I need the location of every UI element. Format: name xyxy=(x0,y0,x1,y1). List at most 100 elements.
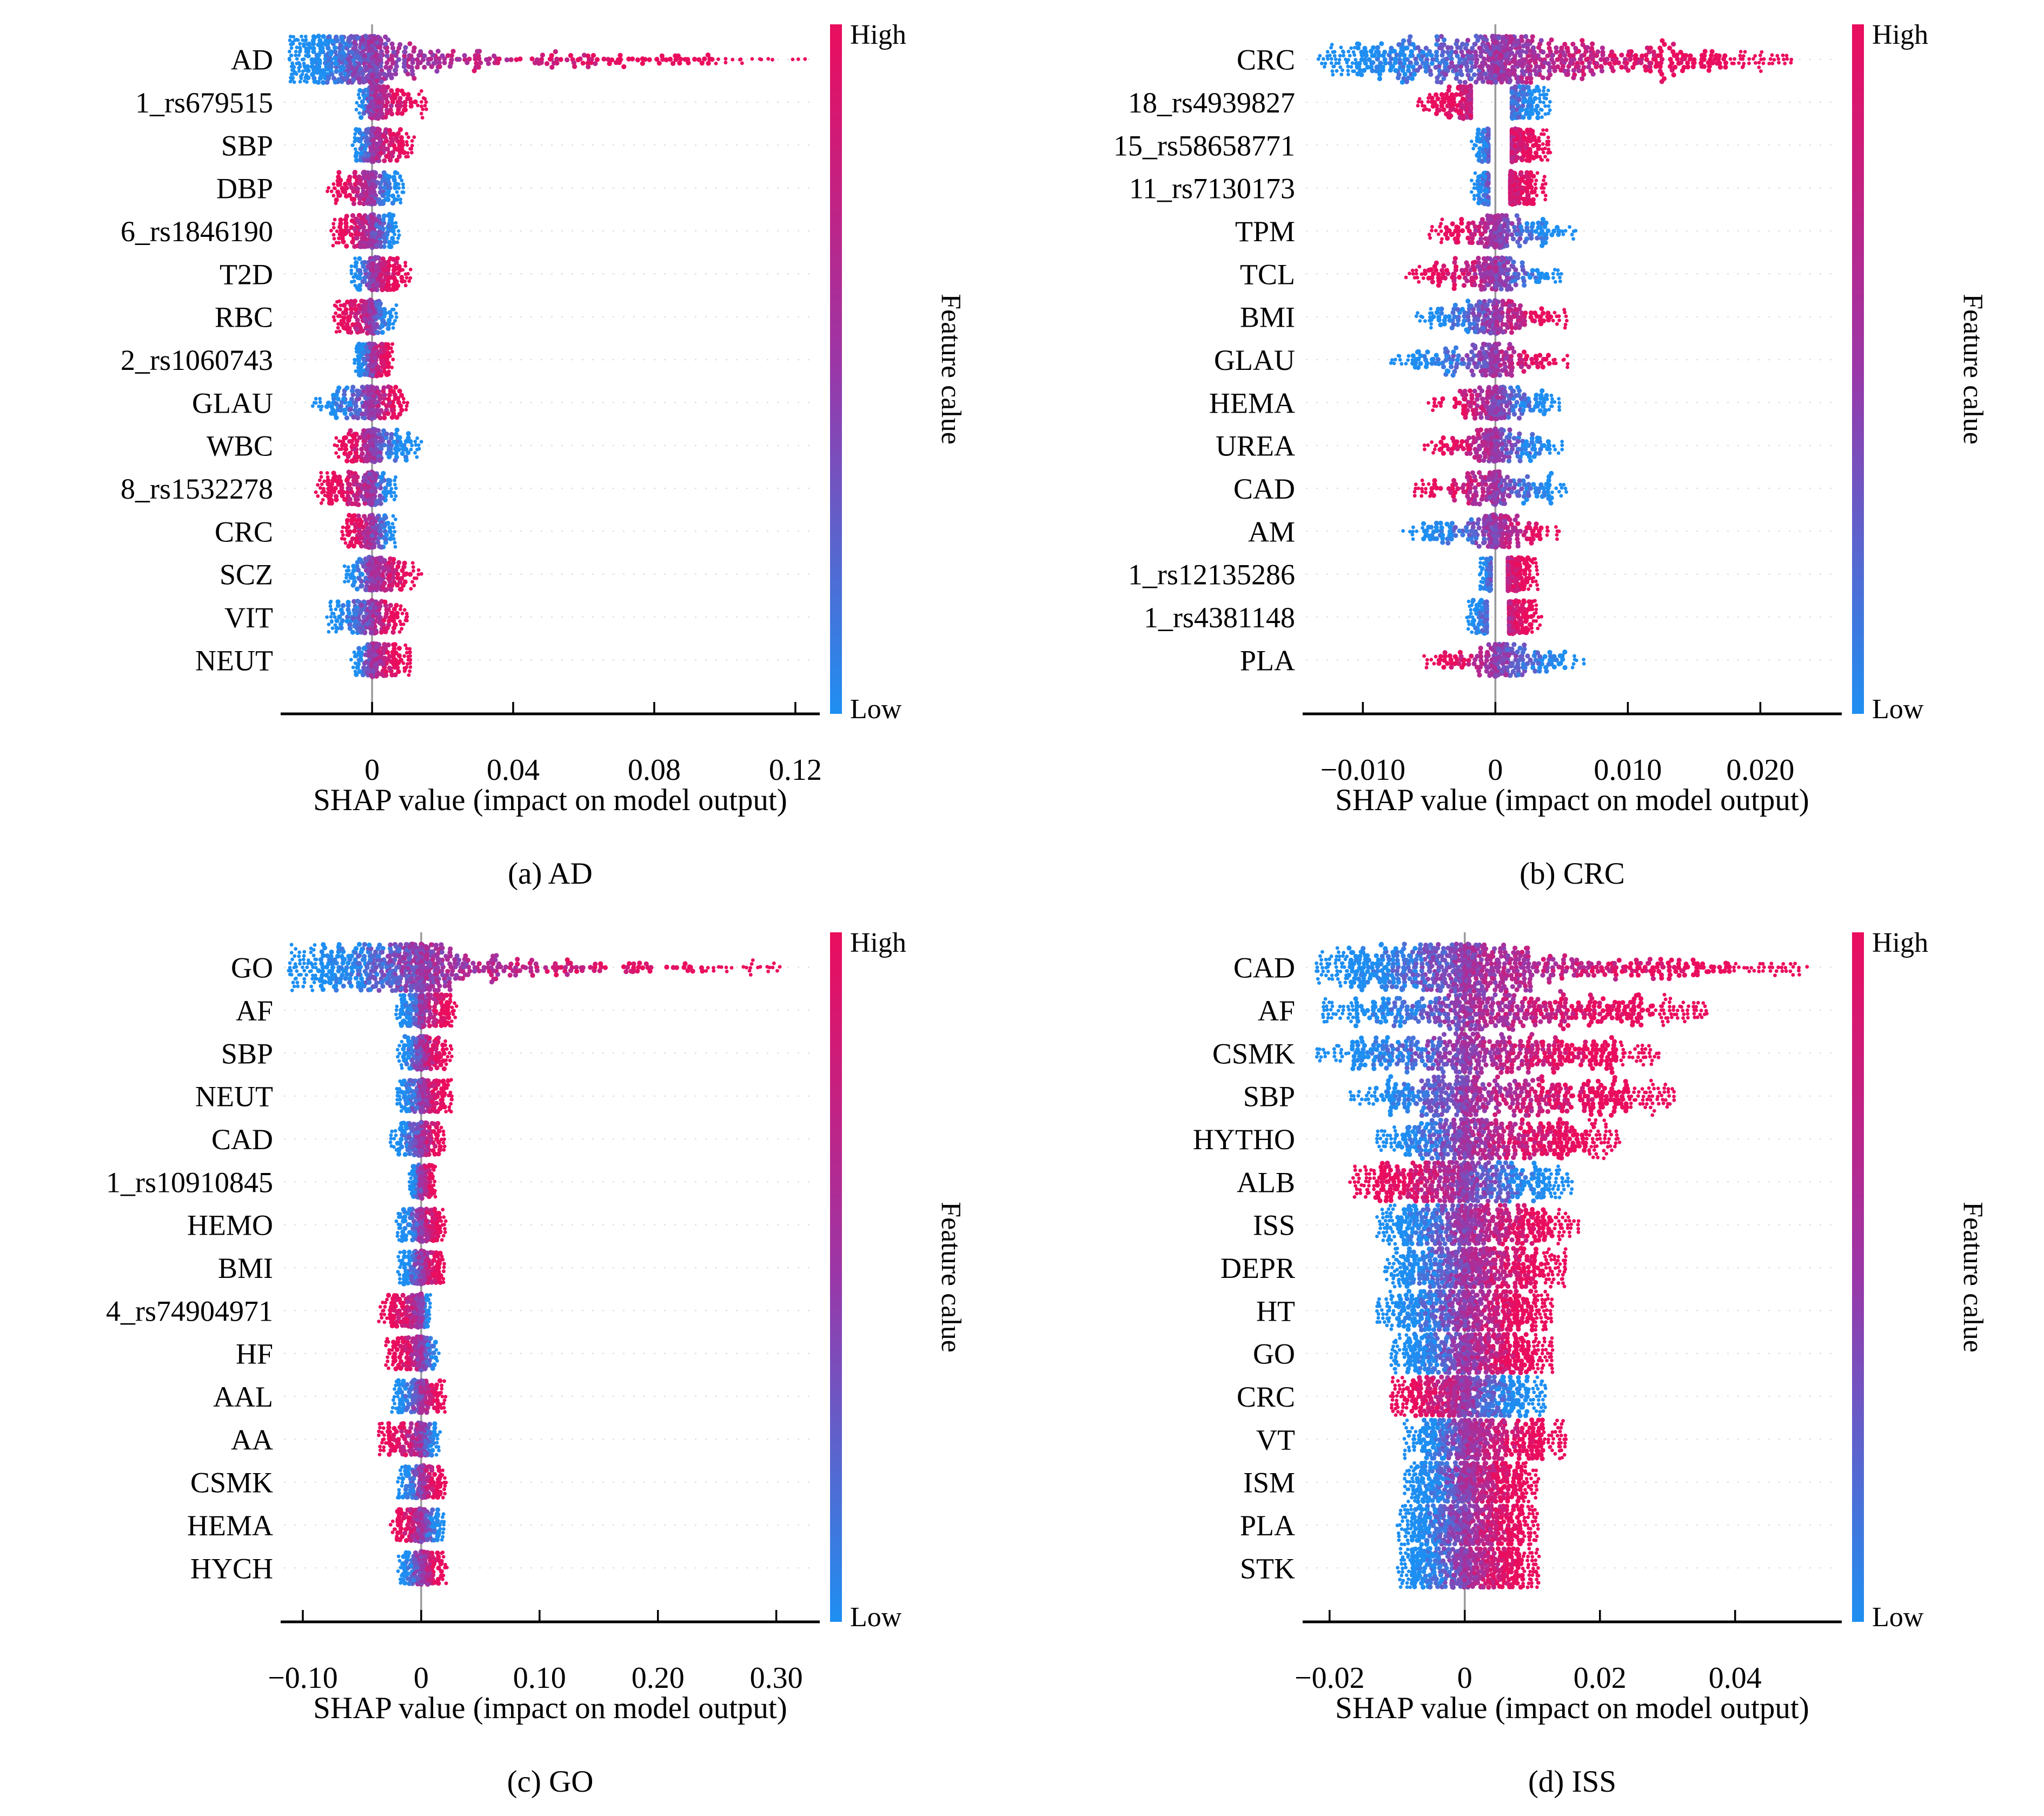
row-label: PLA xyxy=(1240,1509,1295,1542)
beeswarm-row xyxy=(1401,512,1561,550)
row-label: ALB xyxy=(1237,1166,1295,1198)
beeswarm-row xyxy=(1402,1417,1568,1461)
beeswarm-row xyxy=(1375,1117,1622,1161)
colorbar-axis-label: Feature calue xyxy=(1957,294,1988,445)
beeswarm-row xyxy=(1426,384,1562,422)
row-label: 18_rs4939827 xyxy=(1128,87,1295,119)
row-label: 8_rs1532278 xyxy=(121,473,273,505)
beeswarm-row xyxy=(1321,988,1709,1032)
colorbar-axis-label: Feature calue xyxy=(1957,1202,1988,1353)
x-axis-title-b: SHAP value (impact on model output) xyxy=(1306,783,1839,818)
tick-label: 0.10 xyxy=(513,1661,566,1695)
beeswarm-row xyxy=(1375,1203,1581,1247)
panel-caption-a: (a) AD xyxy=(284,856,817,891)
row-label: 11_rs7130173 xyxy=(1129,173,1295,205)
tick-label: 0.04 xyxy=(1709,1661,1762,1695)
panel-a: AD 1_rs679515 SBP DBP 6_rs1846190 T2D RBC 2_rs1… xyxy=(0,0,1022,908)
beeswarm-row xyxy=(1414,298,1569,336)
beeswarm-chart-b: CRC 18_rs4939827 15_rs58658771 11_rs7130173… xyxy=(1113,19,1988,787)
beeswarm-row xyxy=(353,341,395,379)
row-label: WBC xyxy=(207,430,273,462)
tick-label: 0.30 xyxy=(750,1661,803,1695)
beeswarm-row xyxy=(1375,1289,1555,1333)
beeswarm-row xyxy=(350,126,416,164)
beeswarm-row xyxy=(390,1377,448,1415)
row-label: RBC xyxy=(215,301,273,334)
row-label: GLAU xyxy=(1214,344,1295,376)
row-label: HYCH xyxy=(190,1552,273,1585)
row-label: 1_rs12135286 xyxy=(1128,559,1295,591)
beeswarm-row xyxy=(377,1420,442,1458)
colorbar-low-label: Low xyxy=(850,694,902,725)
beeswarm-row xyxy=(1395,1503,1540,1547)
panel-caption-c: (c) GO xyxy=(284,1764,817,1799)
tick-label: 0.02 xyxy=(1574,1661,1627,1695)
beeswarm-row xyxy=(1403,1460,1541,1505)
colorbar-axis-label: Feature calue xyxy=(935,1202,966,1353)
tick-label: 0.010 xyxy=(1594,753,1662,787)
beeswarm-row xyxy=(1470,169,1548,207)
beeswarm-row xyxy=(326,169,406,207)
row-label: AD xyxy=(231,44,273,76)
row-label: SBP xyxy=(221,1037,273,1070)
beeswarm-chart-d: CAD AF CSMK SBP HYTHO ALB ISS DEPR HT GO CRC VT ISM P… xyxy=(1193,927,1988,1695)
x-axis-title-d: SHAP value (impact on model output) xyxy=(1306,1691,1839,1726)
tick-label: 0.020 xyxy=(1726,753,1794,787)
row-label: STK xyxy=(1240,1552,1295,1585)
beeswarm-row xyxy=(331,297,399,336)
row-label: CAD xyxy=(1233,473,1295,505)
beeswarm-row xyxy=(354,83,428,121)
row-label: AA xyxy=(231,1423,273,1456)
row-label: HF xyxy=(236,1338,273,1370)
row-label: SCZ xyxy=(220,559,273,591)
tick-label: 0 xyxy=(1488,753,1503,787)
colorbar-low-label: Low xyxy=(1872,694,1924,725)
row-label: UREA xyxy=(1216,430,1295,462)
colorbar-high-label: High xyxy=(850,19,906,50)
beeswarm-row xyxy=(342,554,423,593)
beeswarm-row xyxy=(1389,1331,1555,1376)
colorbar-high-label: High xyxy=(1872,927,1928,958)
colorbar-low-label: Low xyxy=(1872,1602,1924,1633)
beeswarm-row xyxy=(1412,469,1568,507)
beeswarm-row xyxy=(310,384,409,421)
beeswarm-chart-a: AD 1_rs679515 SBP DBP 6_rs1846190 T2D RBC 2_rs1… xyxy=(121,19,966,787)
row-label: SBP xyxy=(1243,1081,1295,1113)
beeswarm-row xyxy=(325,598,409,636)
colorbar xyxy=(1852,932,1864,1622)
row-label: ISM xyxy=(1243,1467,1295,1499)
beeswarm-row xyxy=(1316,34,1794,85)
row-label: PLA xyxy=(1240,644,1295,677)
row-label: CAD xyxy=(1233,952,1295,984)
beeswarm-row xyxy=(314,469,398,507)
beeswarm-row xyxy=(1416,83,1552,121)
row-label: BMI xyxy=(218,1252,273,1284)
colorbar-axis-label: Feature calue xyxy=(935,294,966,445)
beeswarm-row xyxy=(395,1033,454,1072)
beeswarm-row xyxy=(1383,1245,1568,1290)
tick-label: 0 xyxy=(364,753,380,787)
row-label: BMI xyxy=(1240,301,1295,334)
row-label: ISS xyxy=(1253,1209,1295,1242)
beeswarm-row xyxy=(1427,213,1578,250)
row-label: 6_rs1846190 xyxy=(121,215,273,248)
row-label: HEMA xyxy=(1209,387,1295,419)
beeswarm-row xyxy=(1465,598,1543,637)
row-label: 1_rs679515 xyxy=(135,87,273,119)
beeswarm-row xyxy=(1404,255,1563,292)
row-label: AF xyxy=(236,995,273,1027)
x-axis-title-c: SHAP value (impact on model output) xyxy=(284,1691,817,1726)
row-label: DEPR xyxy=(1220,1252,1295,1284)
tick-label: −0.02 xyxy=(1295,1661,1365,1695)
row-label: HYTHO xyxy=(1193,1123,1295,1156)
beeswarm-row xyxy=(394,1207,448,1244)
row-label: AAL xyxy=(213,1381,273,1413)
row-label: HEMA xyxy=(187,1509,273,1542)
tick-label: 0.20 xyxy=(632,1661,685,1695)
beeswarm-row xyxy=(396,1549,449,1587)
beeswarm-row xyxy=(396,1463,448,1501)
row-label: TPM xyxy=(1235,215,1295,248)
row-label: AM xyxy=(1248,515,1295,548)
tick-label: 0 xyxy=(1457,1661,1472,1695)
beeswarm-row xyxy=(340,512,397,550)
